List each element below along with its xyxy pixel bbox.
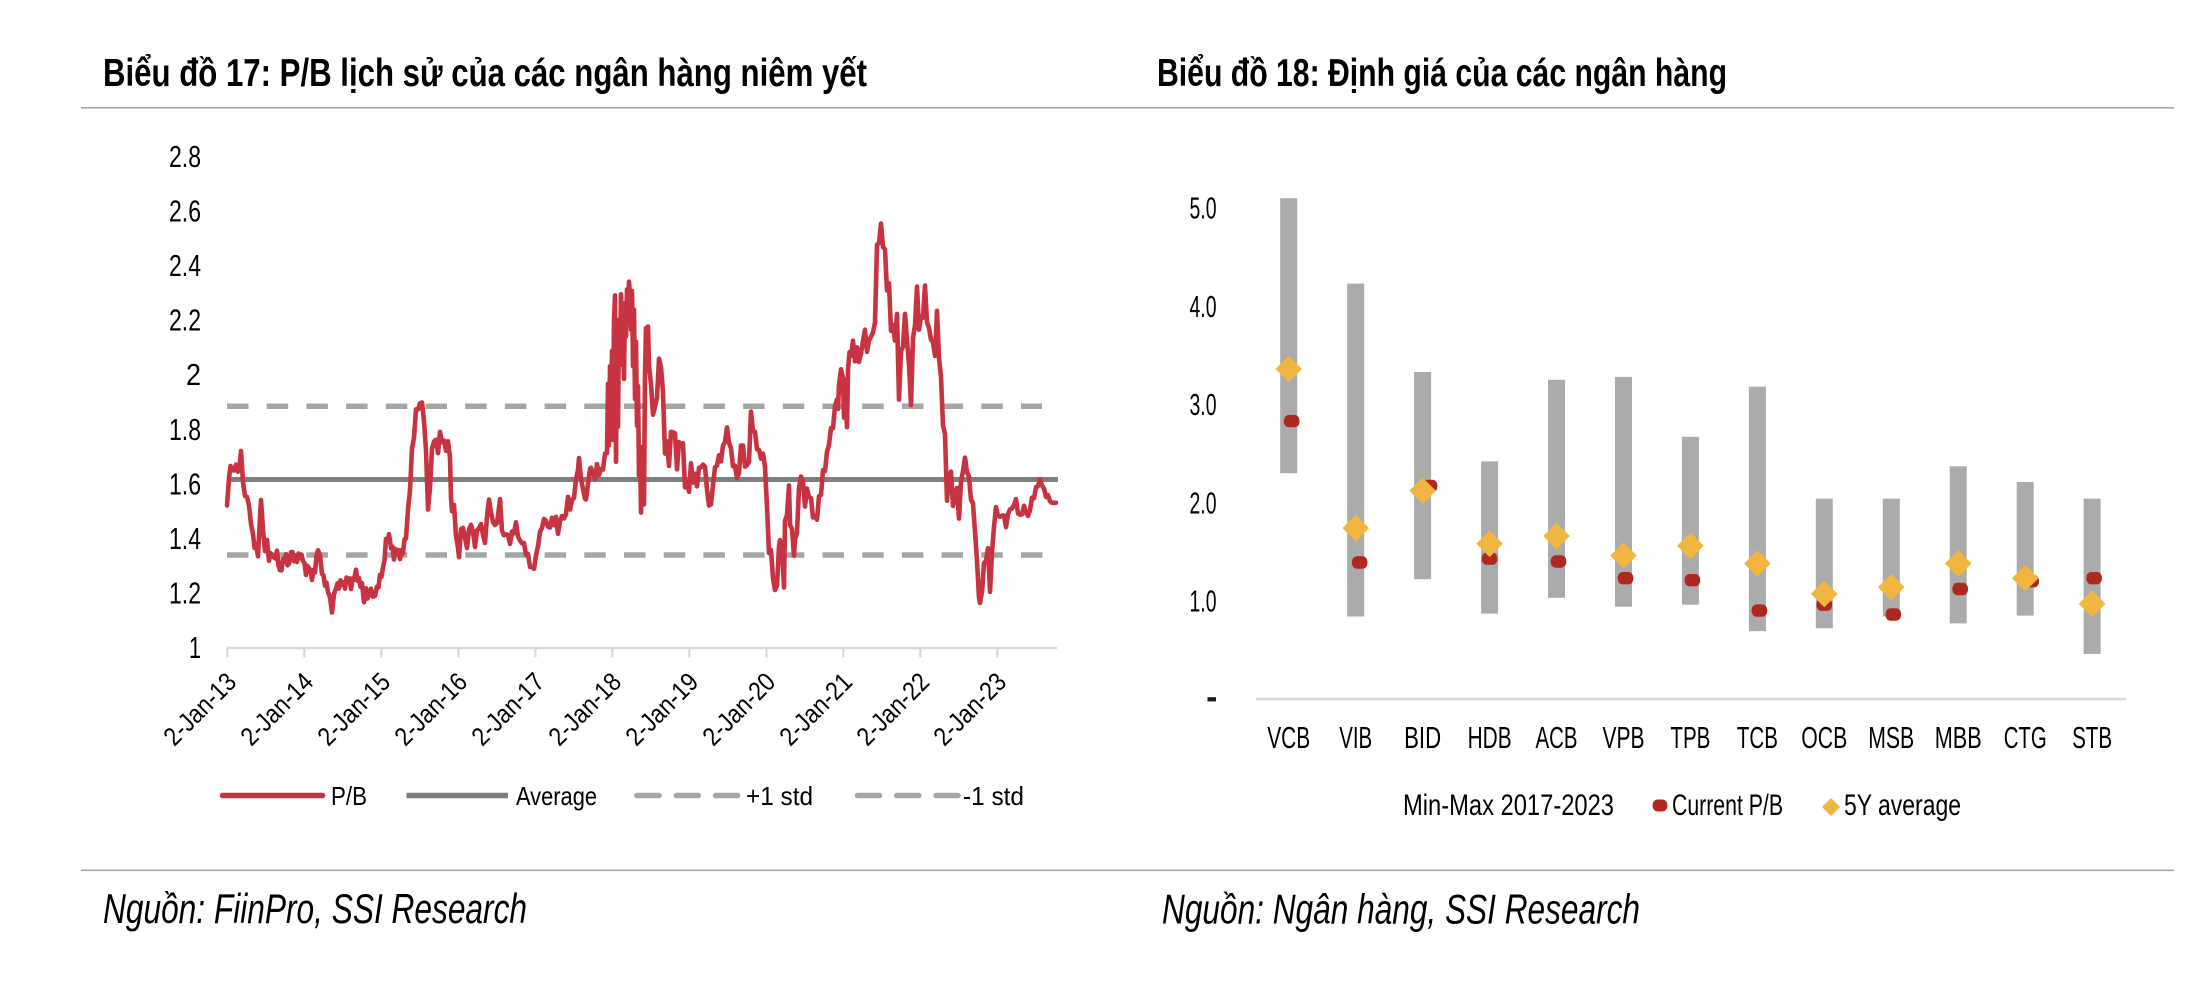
- svg-text:Average: Average: [516, 781, 597, 811]
- svg-text:Biểu đồ 17: P/B lịch sử của cá: Biểu đồ 17: P/B lịch sử của các ngân hàn…: [103, 52, 867, 95]
- svg-text:STB: STB: [2072, 721, 2112, 755]
- svg-text:Min-Max 2017-2023: Min-Max 2017-2023: [1403, 789, 1614, 822]
- svg-text:4.0: 4.0: [1190, 290, 1217, 324]
- svg-text:VIB: VIB: [1339, 721, 1372, 755]
- svg-text:1.8: 1.8: [169, 413, 201, 447]
- svg-text:HDB: HDB: [1468, 721, 1512, 755]
- svg-text:VCB: VCB: [1267, 721, 1310, 755]
- svg-text:MBB: MBB: [1935, 721, 1982, 755]
- svg-text:1.0: 1.0: [1190, 585, 1217, 619]
- svg-text:BID: BID: [1404, 721, 1441, 755]
- svg-text:3.0: 3.0: [1190, 388, 1217, 422]
- svg-text:-1 std: -1 std: [963, 781, 1024, 811]
- svg-text:MSB: MSB: [1868, 721, 1914, 755]
- svg-text:2.2: 2.2: [169, 304, 201, 338]
- svg-text:2.8: 2.8: [169, 140, 201, 174]
- svg-text:Nguồn: FiinPro, SSI Research: Nguồn: FiinPro, SSI Research: [103, 885, 527, 932]
- svg-text:TPB: TPB: [1670, 721, 1710, 755]
- svg-text:1: 1: [189, 631, 201, 665]
- svg-text:2.0: 2.0: [1190, 486, 1217, 520]
- svg-text:+1 std: +1 std: [746, 781, 813, 811]
- svg-text:1.6: 1.6: [169, 467, 201, 501]
- svg-text:1.4: 1.4: [169, 522, 201, 556]
- svg-text:Nguồn: Ngân hàng, SSI Research: Nguồn: Ngân hàng, SSI Research: [1162, 886, 1640, 933]
- svg-text:2.4: 2.4: [169, 249, 201, 283]
- svg-text:VPB: VPB: [1603, 721, 1645, 755]
- svg-text:CTG: CTG: [2004, 721, 2047, 755]
- svg-text:TCB: TCB: [1737, 721, 1778, 755]
- svg-text:Current P/B: Current P/B: [1672, 789, 1783, 822]
- svg-text:1.2: 1.2: [169, 577, 201, 611]
- svg-text:OCB: OCB: [1801, 721, 1847, 755]
- svg-text:2: 2: [186, 358, 201, 392]
- svg-text:5.0: 5.0: [1190, 192, 1217, 226]
- svg-text:Biểu đồ 18: Định giá của các n: Biểu đồ 18: Định giá của các ngân hàng: [1157, 52, 1727, 95]
- svg-text:5Y average: 5Y average: [1844, 789, 1961, 822]
- svg-text:ACB: ACB: [1536, 721, 1578, 755]
- svg-text:P/B: P/B: [331, 781, 367, 811]
- svg-text:2.6: 2.6: [169, 195, 201, 229]
